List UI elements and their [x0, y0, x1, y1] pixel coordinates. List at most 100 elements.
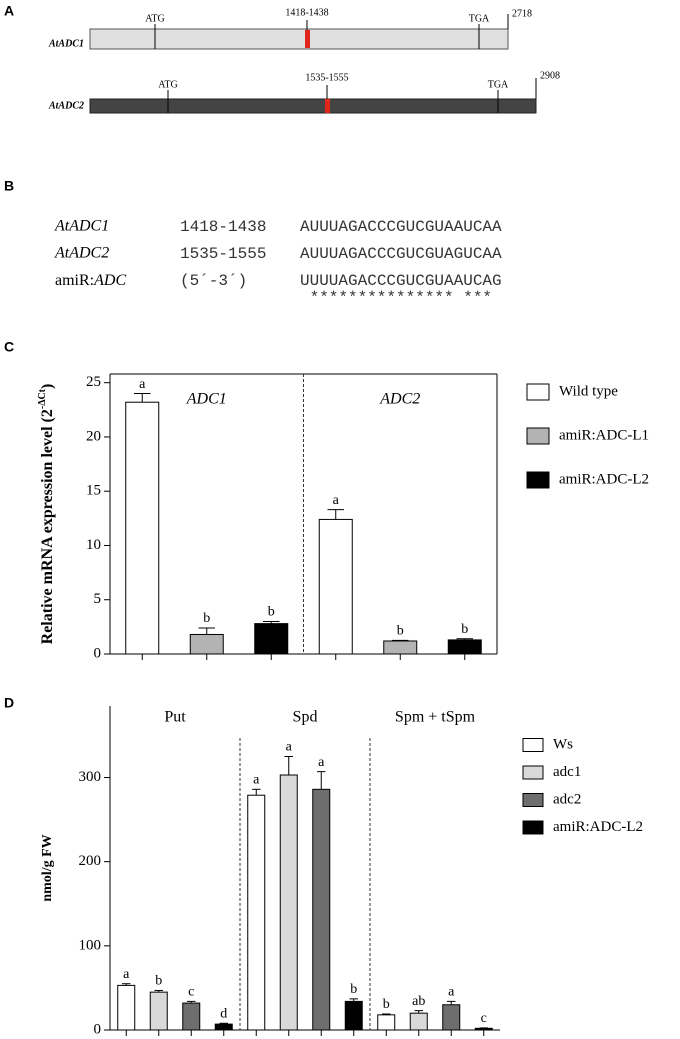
- group-label: Put: [164, 709, 186, 726]
- legend-swatch: [522, 820, 544, 835]
- panel-label: C: [4, 339, 14, 355]
- match-stars: *************** ***: [310, 289, 492, 307]
- legend-label: Wild type: [559, 383, 618, 399]
- significance-letter: b: [350, 982, 357, 997]
- y-label-part: ): [39, 384, 56, 389]
- significance-letter: a: [333, 493, 340, 508]
- start-codon: ATG: [145, 13, 164, 24]
- row-name: AtADC2: [54, 245, 109, 262]
- panel-label: A: [4, 3, 14, 19]
- name-part: ADC: [93, 272, 126, 289]
- sequence: AUUUAGACCCGUCGUAAUCAA: [300, 218, 502, 236]
- bar: [247, 794, 266, 1031]
- y-tick-label: 20: [86, 428, 101, 444]
- significance-letter: a: [286, 740, 293, 755]
- y-tick-label: 25: [86, 374, 101, 390]
- y-tick-label: 0: [94, 1021, 102, 1037]
- bar: [383, 640, 418, 655]
- significance-letter: c: [481, 1011, 487, 1026]
- y-tick-label: 100: [79, 937, 102, 953]
- row-range: 1418-1438: [180, 218, 266, 236]
- bar: [318, 518, 353, 655]
- legend-swatch: [526, 427, 550, 445]
- bar: [442, 1004, 461, 1031]
- bar: [344, 1000, 363, 1031]
- legend-label: adc1: [553, 764, 581, 780]
- target-range: 1418-1438: [285, 7, 328, 18]
- target-range: 1535-1555: [305, 72, 348, 83]
- legend-swatch: [522, 738, 544, 752]
- legend-swatch: [526, 383, 550, 401]
- gene-name: AtADC1: [48, 38, 84, 49]
- significance-letter: b: [461, 622, 468, 637]
- bar: [474, 1027, 493, 1031]
- significance-letter: c: [188, 985, 194, 1000]
- name-part: amiR:: [55, 272, 94, 289]
- legend-label: amiR:ADC-L2: [553, 819, 643, 835]
- bar: [254, 623, 289, 655]
- significance-letter: b: [268, 605, 275, 620]
- row-name: amiR:ADC: [55, 272, 126, 289]
- gene-bar: [89, 98, 537, 114]
- group-label: Spd: [293, 709, 318, 726]
- significance-letter: a: [448, 985, 455, 1000]
- significance-letter: a: [139, 377, 146, 392]
- bar: [189, 633, 224, 655]
- legend-swatch: [526, 471, 550, 489]
- legend-label: adc2: [553, 791, 581, 807]
- panel-label: D: [4, 695, 14, 711]
- significance-letter: a: [253, 773, 260, 788]
- y-tick-label: 0: [94, 645, 102, 661]
- significance-letter: a: [123, 967, 130, 982]
- y-axis-label: Relative mRNA expression level (2-ΔCt): [37, 384, 56, 645]
- y-tick-label: 5: [94, 591, 102, 607]
- bar: [377, 1014, 396, 1031]
- group-label: ADC2: [379, 391, 420, 408]
- y-label-part: Relative mRNA expression level (2: [39, 409, 56, 644]
- sequence: UUUUAGACCCGUCGUAAUCAG: [300, 272, 502, 290]
- target-site: [325, 99, 330, 113]
- y-tick-label: 15: [86, 483, 101, 499]
- row-name: AtADC1: [54, 218, 109, 235]
- y-tick-label: 10: [86, 537, 101, 553]
- bar: [409, 1012, 428, 1031]
- start-codon: ATG: [158, 79, 177, 90]
- y-tick-label: 300: [79, 769, 102, 785]
- significance-letter: ab: [412, 994, 425, 1009]
- bar: [149, 991, 168, 1031]
- bar: [312, 788, 331, 1031]
- gene-bar: [89, 28, 509, 50]
- legend-swatch: [522, 793, 544, 807]
- y-axis-label: nmol/g FW: [40, 834, 55, 901]
- legend-label: Ws: [553, 736, 573, 752]
- legend-label: amiR:ADC-L1: [559, 427, 649, 443]
- legend-swatch: [522, 765, 544, 780]
- row-range: 1535-1555: [180, 245, 266, 263]
- significance-letter: b: [397, 624, 404, 639]
- significance-letter: b: [383, 997, 390, 1012]
- legend-label: amiR:ADC-L2: [559, 471, 649, 487]
- gene-name: AtADC2: [48, 100, 84, 111]
- bar: [125, 401, 160, 655]
- gene-length: 2908: [540, 70, 560, 81]
- sequence: AUUUAGACCCGUCGUAGUCAA: [300, 245, 502, 263]
- stop-codon: TGA: [469, 13, 490, 24]
- gene-length: 2718: [512, 8, 532, 19]
- stop-codon: TGA: [488, 79, 509, 90]
- significance-letter: b: [203, 611, 210, 626]
- target-site: [305, 30, 310, 48]
- significance-letter: a: [318, 755, 325, 770]
- bar: [117, 984, 136, 1031]
- y-tick-label: 200: [79, 853, 102, 869]
- row-range: (5´-3´): [180, 272, 247, 290]
- y-label-part: -ΔCt: [37, 388, 48, 409]
- bar: [214, 1023, 233, 1031]
- group-label: ADC1: [186, 391, 227, 408]
- group-label: Spm + tSpm: [395, 709, 476, 726]
- significance-letter: b: [155, 974, 162, 989]
- significance-letter: d: [220, 1006, 227, 1021]
- panel-label: B: [4, 178, 14, 194]
- bar: [447, 639, 482, 655]
- bar: [279, 774, 298, 1031]
